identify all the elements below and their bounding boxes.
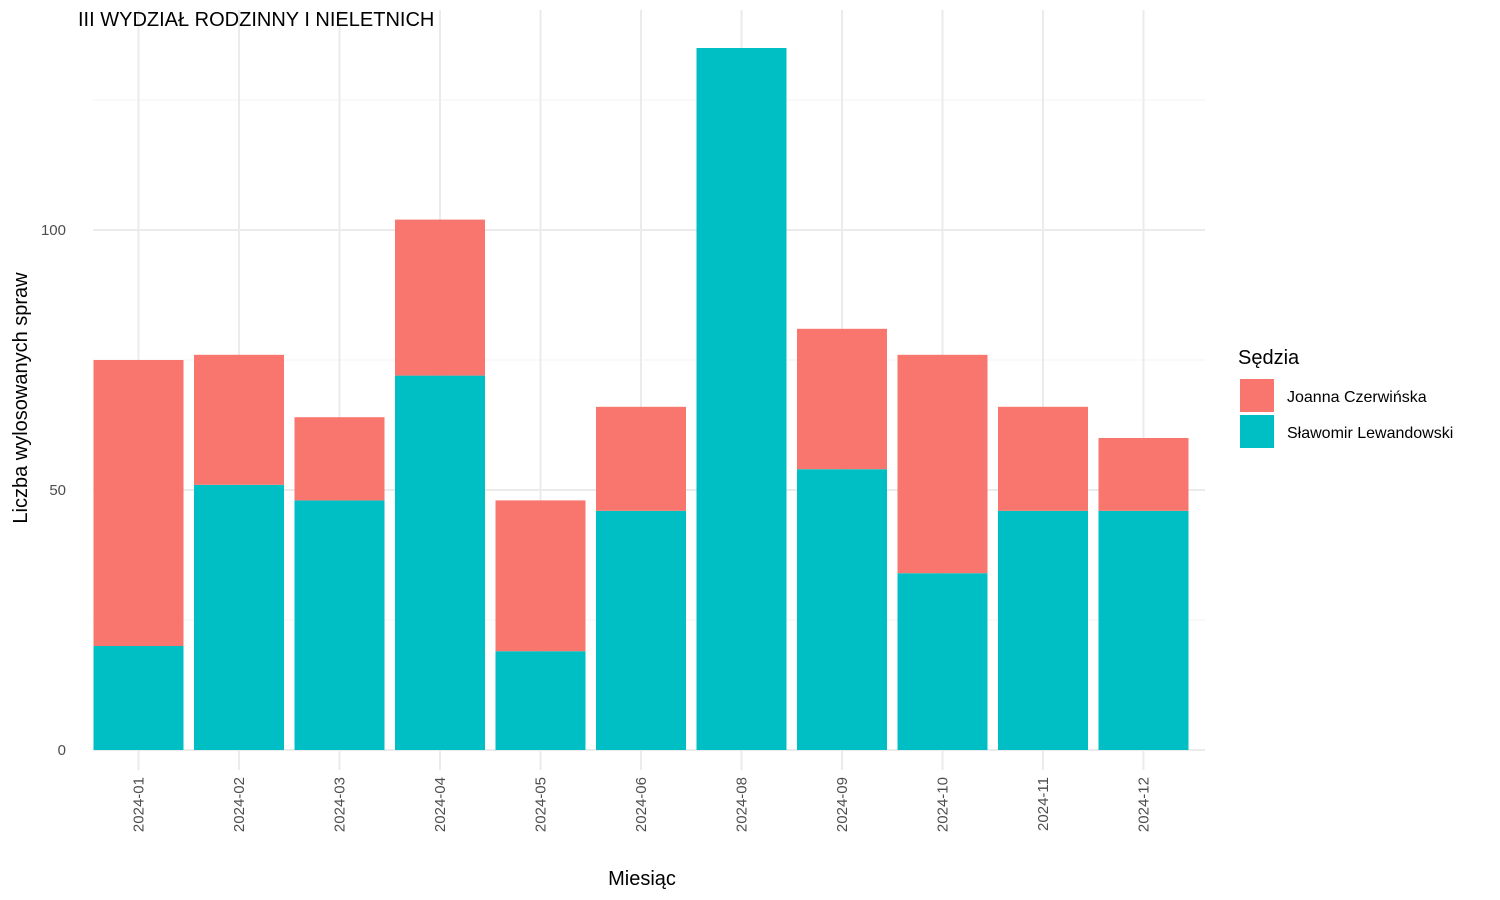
y-axis-ticks: 0 50 100 <box>41 222 66 759</box>
chart-title: III WYDZIAŁ RODZINNY I NIELETNICH <box>78 9 434 31</box>
x-tick-label: 2024-04 <box>432 777 449 832</box>
bars <box>93 48 1189 750</box>
bar-segment <box>395 219 485 376</box>
x-tick-label: 2024-09 <box>834 777 851 832</box>
bar-segment <box>93 360 184 646</box>
x-tick-label: 2024-01 <box>131 777 148 832</box>
x-tick-label: 2024-06 <box>633 777 650 832</box>
bar-segment <box>1098 438 1189 511</box>
y-tick-label: 50 <box>49 482 66 499</box>
legend-swatch <box>1240 415 1274 448</box>
bar-segment <box>596 510 686 750</box>
bar-segment <box>596 406 686 511</box>
bar-segment <box>998 406 1088 511</box>
legend: Sędzia Joanna Czerwińska Sławomir Lewando… <box>1238 347 1453 448</box>
bar-segment <box>696 48 787 750</box>
x-tick-label: 2024-08 <box>734 777 751 832</box>
bar-segment <box>294 500 385 750</box>
bar-segment <box>797 328 887 470</box>
bar-segment <box>495 500 586 652</box>
y-tick-label: 100 <box>41 222 66 239</box>
bar-segment <box>495 651 586 750</box>
x-axis-title: Miesiąc <box>608 868 676 890</box>
x-tick-label: 2024-12 <box>1136 777 1153 832</box>
y-axis-title: Liczba wylosowanych spraw <box>10 272 32 524</box>
bar-segment <box>395 375 485 750</box>
x-tick-label: 2024-02 <box>231 777 248 832</box>
legend-label: Sławomir Lewandowski <box>1287 425 1453 442</box>
x-tick-label: 2024-11 <box>1035 777 1052 831</box>
bar-segment <box>897 573 988 750</box>
bar-segment <box>897 354 988 574</box>
bar-segment <box>998 510 1088 750</box>
bar-segment <box>194 484 284 750</box>
y-tick-label: 0 <box>58 742 66 759</box>
bar-segment <box>1098 510 1189 750</box>
bar-segment <box>93 646 184 750</box>
bar-segment <box>194 354 284 485</box>
bar-segment <box>294 417 385 501</box>
x-tick-label: 2024-10 <box>935 777 952 832</box>
x-tick-label: 2024-05 <box>533 777 550 832</box>
x-axis-ticks: 2024-01 2024-02 2024-03 2024-04 2024-05 2024-… <box>131 777 1153 832</box>
x-tick-label: 2024-03 <box>332 777 349 832</box>
legend-title: Sędzia <box>1238 347 1300 369</box>
bar-segment <box>797 469 887 750</box>
legend-label: Joanna Czerwińska <box>1287 389 1427 406</box>
legend-swatch <box>1240 379 1274 412</box>
